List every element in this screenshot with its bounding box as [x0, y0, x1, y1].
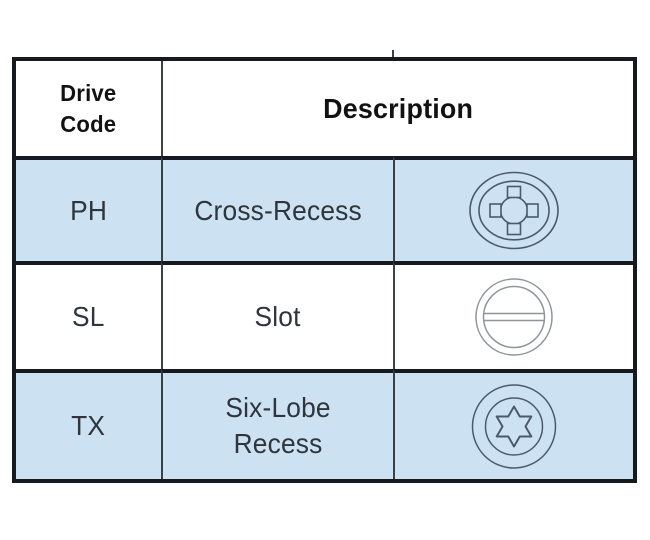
phillips-cross-recess-icon	[469, 171, 559, 250]
header-cell-description: Description	[161, 61, 633, 156]
description-value: Cross-Recess	[194, 194, 362, 226]
table-row-ph-description-cell: Cross-Recess	[161, 156, 393, 261]
drive-code-value: SL	[72, 301, 105, 332]
table-row-tx-description-cell: Six-Lobe Recess	[161, 369, 393, 479]
table-row-sl-icon-cell	[393, 261, 633, 369]
drive-code-value: TX	[71, 410, 106, 441]
slot-drive-icon	[475, 278, 553, 356]
table-row-ph-icon-cell	[393, 156, 633, 261]
six-lobe-recess-icon	[471, 383, 557, 469]
header-description-label: Description	[322, 92, 473, 124]
header-drive-code-label: Drive Code	[60, 79, 117, 137]
table-row-sl-code-cell: SL	[16, 261, 161, 369]
table-row-tx-code-cell: TX	[16, 369, 161, 479]
table-row-tx-icon-cell	[393, 369, 633, 479]
header-cell-drive-code: Drive Code	[16, 61, 161, 156]
table-row-ph-code-cell: PH	[16, 156, 161, 261]
drive-code-value: PH	[70, 194, 107, 226]
table-row-sl-description-cell: Slot	[161, 261, 393, 369]
drive-code-table: Drive Code Description PH Cross-Recess	[12, 57, 637, 483]
description-value: Six-Lobe Recess	[225, 392, 331, 459]
description-value: Slot	[254, 301, 302, 332]
column-divider-stub	[392, 50, 394, 58]
